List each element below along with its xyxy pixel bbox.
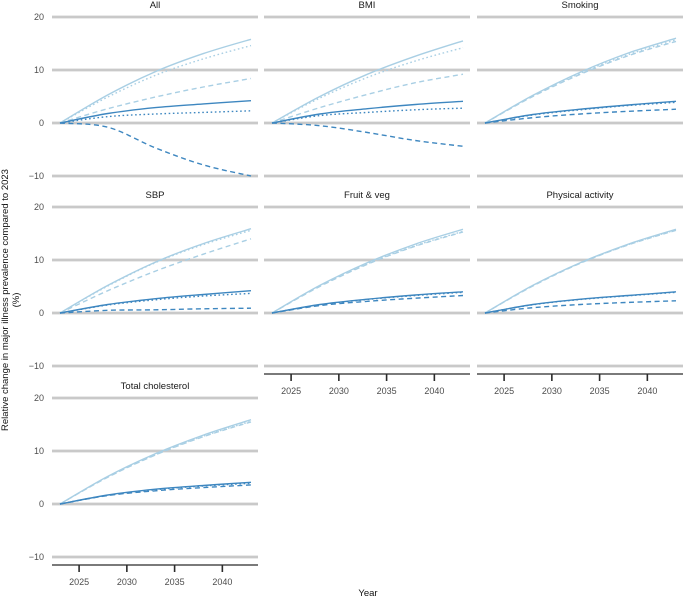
series-line-light-solid — [59, 38, 252, 124]
series-line-light-dotted — [59, 420, 252, 505]
series-line-dark-solid — [59, 481, 252, 505]
x-tick-label: 2030 — [328, 386, 349, 396]
facet-panel — [477, 15, 683, 178]
series-line-light-dashed — [484, 229, 677, 314]
x-tick-label: 2035 — [164, 577, 185, 587]
series-line-dark-solid — [271, 291, 464, 314]
facet-panel — [264, 205, 470, 381]
series-line-dark-dashed — [484, 300, 677, 314]
y-tick-label: −10 — [28, 552, 44, 562]
series-line-dark-dotted — [271, 291, 464, 314]
series-line-light-solid — [271, 228, 464, 314]
series-line-dark-dashed — [271, 294, 464, 314]
x-tick-label: 2025 — [494, 386, 515, 396]
series-line-light-dashed — [59, 421, 252, 505]
y-tick-label: 20 — [33, 393, 44, 403]
y-tick-label: 20 — [33, 12, 44, 22]
x-tick-label: 2030 — [541, 386, 562, 396]
x-tick-label: 2040 — [212, 577, 233, 587]
series-line-light-dashed — [484, 40, 677, 124]
series-line-light-dashed — [59, 238, 252, 314]
y-tick-label: 10 — [33, 65, 44, 75]
series-line-light-dotted — [59, 44, 252, 124]
facet-title: All — [149, 0, 161, 11]
y-tick-label: −10 — [28, 171, 44, 181]
facet-title: Total cholesterol — [120, 381, 190, 392]
y-tick-label: 0 — [38, 499, 44, 509]
y-tick-label: 20 — [33, 202, 44, 212]
facet-panel — [52, 396, 258, 572]
x-tick-label: 2035 — [376, 386, 397, 396]
series-line-dark-dashed — [271, 122, 464, 147]
facet-title: Fruit & veg — [344, 190, 390, 201]
x-tick-label: 2030 — [116, 577, 137, 587]
series-line-dark-solid — [271, 100, 464, 124]
series-line-light-dashed — [271, 231, 464, 314]
facet-panel — [264, 15, 470, 178]
x-tick-label: 2025 — [69, 577, 90, 587]
series-line-light-dashed — [271, 73, 464, 124]
y-tick-label: 0 — [38, 118, 44, 128]
x-tick-label: 2035 — [589, 386, 610, 396]
y-tick-label: 0 — [38, 308, 44, 318]
series-line-dark-dashed — [59, 122, 252, 177]
facet-panel — [52, 15, 258, 178]
facet-title: Physical activity — [546, 190, 614, 201]
series-line-dark-dotted — [59, 482, 252, 505]
y-axis-title: Relative change in major illness prevale… — [0, 169, 22, 431]
facet-panel — [52, 205, 258, 368]
series-line-dark-solid — [59, 290, 252, 314]
y-tick-label: 10 — [33, 446, 44, 456]
series-line-dark-dashed — [59, 307, 252, 314]
series-line-light-dashed — [59, 77, 252, 124]
series-line-light-solid — [484, 228, 677, 314]
y-tick-label: 10 — [33, 255, 44, 265]
facet-title: SBP — [145, 190, 165, 201]
x-axis-title: Year — [358, 588, 378, 599]
x-tick-label: 2040 — [637, 386, 658, 396]
facet-title: Smoking — [561, 0, 599, 11]
series-line-dark-dotted — [59, 292, 252, 314]
x-tick-label: 2025 — [281, 386, 302, 396]
facet-panel — [477, 205, 683, 381]
series-line-dark-dashed — [59, 484, 252, 505]
y-tick-label: −10 — [28, 361, 44, 371]
series-line-light-dotted — [271, 47, 464, 124]
series-line-dark-dotted — [484, 291, 677, 314]
series-line-light-dotted — [484, 229, 677, 314]
series-line-dark-solid — [59, 100, 252, 124]
x-tick-label: 2040 — [424, 386, 445, 396]
series-line-light-solid — [59, 228, 252, 314]
series-line-dark-dotted — [484, 101, 677, 124]
series-line-dark-dotted — [271, 107, 464, 124]
series-line-light-solid — [271, 40, 464, 124]
facet-title: BMI — [358, 0, 376, 11]
series-line-dark-dashed — [484, 108, 677, 124]
